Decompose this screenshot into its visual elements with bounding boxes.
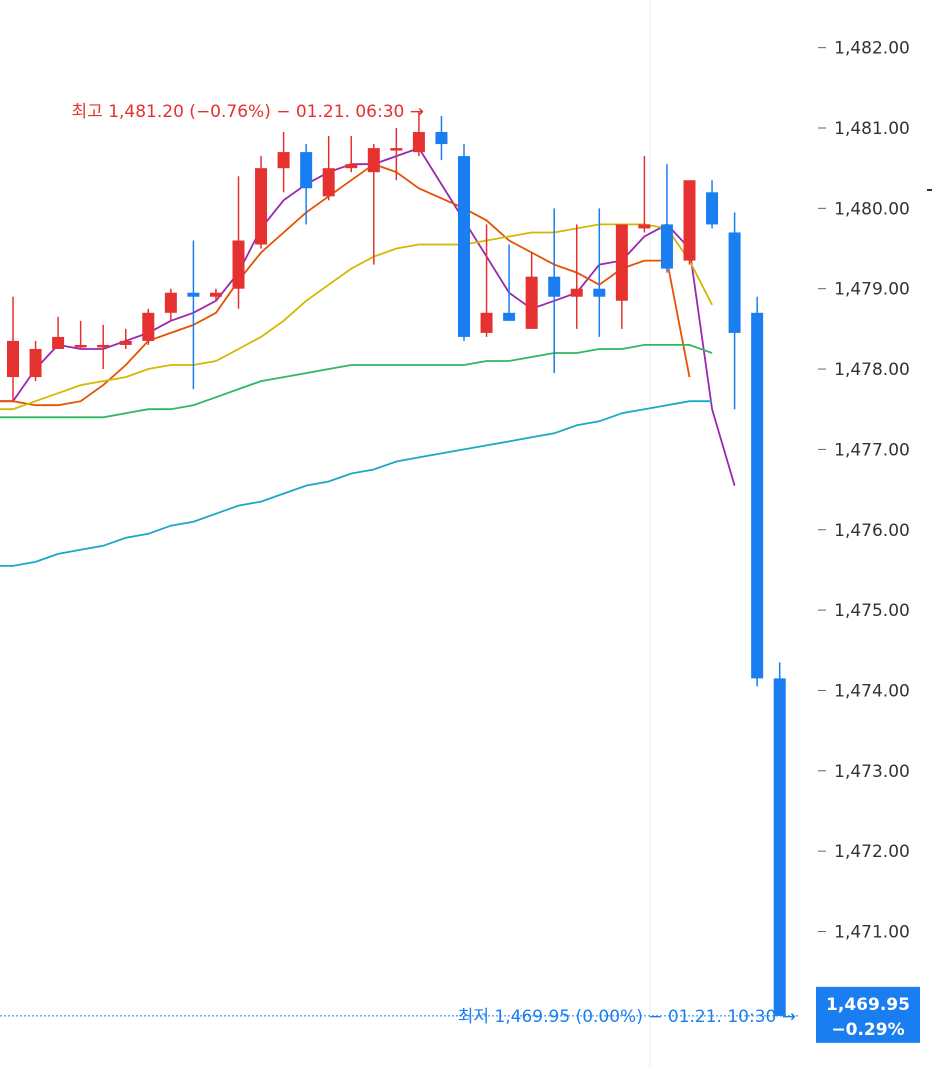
candle — [773, 662, 786, 1016]
y-tick-label: 1,476.00 — [834, 521, 910, 541]
candle-body — [728, 232, 741, 333]
candles — [7, 111, 786, 1016]
candle — [164, 288, 177, 321]
candle-body — [458, 156, 470, 337]
y-tick-label: 1,482.00 — [834, 39, 910, 59]
candle — [548, 208, 561, 374]
candle — [142, 308, 155, 345]
moving-average-line-3 — [0, 223, 713, 411]
candle-body — [52, 336, 65, 349]
candle — [97, 324, 110, 370]
candle-body — [660, 224, 673, 269]
candle — [728, 212, 741, 410]
candle-body — [74, 344, 87, 348]
candle-body — [322, 168, 335, 197]
high-price-note: 최고 1,481.20 (−0.76%) − 01.21. 06:30 → — [72, 102, 424, 122]
candle — [367, 144, 380, 265]
candle — [458, 144, 470, 341]
candle-body — [29, 348, 42, 378]
candle — [119, 328, 132, 349]
candle-body — [232, 240, 245, 289]
candle — [638, 156, 651, 233]
y-tick-label: 1,477.00 — [834, 440, 910, 460]
candle-body — [277, 152, 290, 169]
candle-body — [209, 292, 222, 297]
y-tick-label: 1,474.00 — [834, 681, 910, 701]
candle-body — [412, 132, 425, 153]
candle-body — [615, 224, 628, 301]
candle-body — [255, 168, 268, 245]
candle — [480, 224, 493, 337]
candle — [74, 320, 87, 349]
candle — [7, 296, 19, 402]
candle-body — [706, 192, 719, 225]
y-tick-label: 1,475.00 — [834, 601, 910, 621]
y-tick-label: 1,471.00 — [834, 923, 910, 943]
y-tick-label: 1,481.00 — [834, 119, 910, 139]
candle-body — [773, 678, 786, 1016]
price-annotations: 최고 1,481.20 (−0.76%) − 01.21. 06:30 → 최저… — [0, 102, 800, 1027]
candle-body — [570, 288, 583, 297]
y-tick-label: 1,473.00 — [834, 762, 910, 782]
last-price-background — [816, 986, 920, 1043]
candle-body — [548, 276, 561, 297]
candle-body — [119, 340, 132, 345]
candle — [29, 340, 42, 382]
y-tick-label: 1,478.00 — [834, 360, 910, 380]
candle — [187, 240, 200, 390]
candle — [570, 224, 583, 329]
candle — [52, 316, 65, 349]
candle — [232, 176, 245, 309]
candle-body — [480, 312, 493, 333]
y-tick-label: 1,472.00 — [834, 842, 910, 862]
candle — [435, 115, 448, 161]
last-price-value: 1,469.95 — [826, 995, 910, 1015]
candle — [255, 156, 268, 249]
candle — [660, 164, 673, 273]
candle — [593, 208, 606, 337]
candle — [412, 111, 425, 157]
candle — [300, 144, 313, 225]
low-price-note: 최저 1,469.95 (0.00%) − 01.21. 10:30 → — [458, 1007, 796, 1027]
moving-average-line-1 — [0, 147, 736, 486]
candle — [751, 296, 764, 687]
candle-body — [97, 344, 110, 348]
candle-body — [300, 152, 313, 189]
candle-body — [164, 292, 177, 313]
candle — [706, 180, 719, 229]
candle-body — [525, 276, 538, 329]
candle-body — [187, 292, 200, 297]
y-tick-label: 1,480.00 — [834, 199, 910, 219]
candle-body — [751, 312, 764, 679]
candle-body — [390, 148, 403, 151]
candle-body — [7, 340, 19, 378]
candle — [322, 136, 335, 201]
y-tick-label: 1,479.00 — [834, 280, 910, 300]
last-price-badge: 1,469.95 −0.29% — [816, 986, 920, 1043]
candle — [615, 224, 628, 329]
moving-average-lines — [0, 147, 736, 567]
candle — [390, 128, 403, 181]
moving-average-line-5 — [0, 400, 713, 567]
candle — [525, 252, 538, 329]
last-price-change: −0.29% — [831, 1020, 904, 1040]
price-axis[interactable]: 1,482.00 1,481.00 1,480.00 1,479.00 1,478.00… — [818, 39, 910, 943]
grid-lines — [649, 0, 932, 1067]
candle — [683, 180, 696, 265]
candle-body — [345, 164, 358, 169]
moving-average-line-4 — [0, 344, 713, 419]
candle — [503, 244, 516, 321]
candle-body — [503, 312, 516, 321]
moving-average-line-2 — [0, 163, 691, 407]
candle-body — [683, 180, 696, 261]
candle-body — [142, 312, 155, 341]
candle-body — [638, 224, 651, 229]
candle-body — [367, 148, 380, 173]
candle — [345, 136, 358, 173]
candle — [277, 132, 290, 193]
candle-body — [593, 288, 606, 297]
candle — [209, 288, 222, 301]
candle-body — [435, 132, 448, 145]
